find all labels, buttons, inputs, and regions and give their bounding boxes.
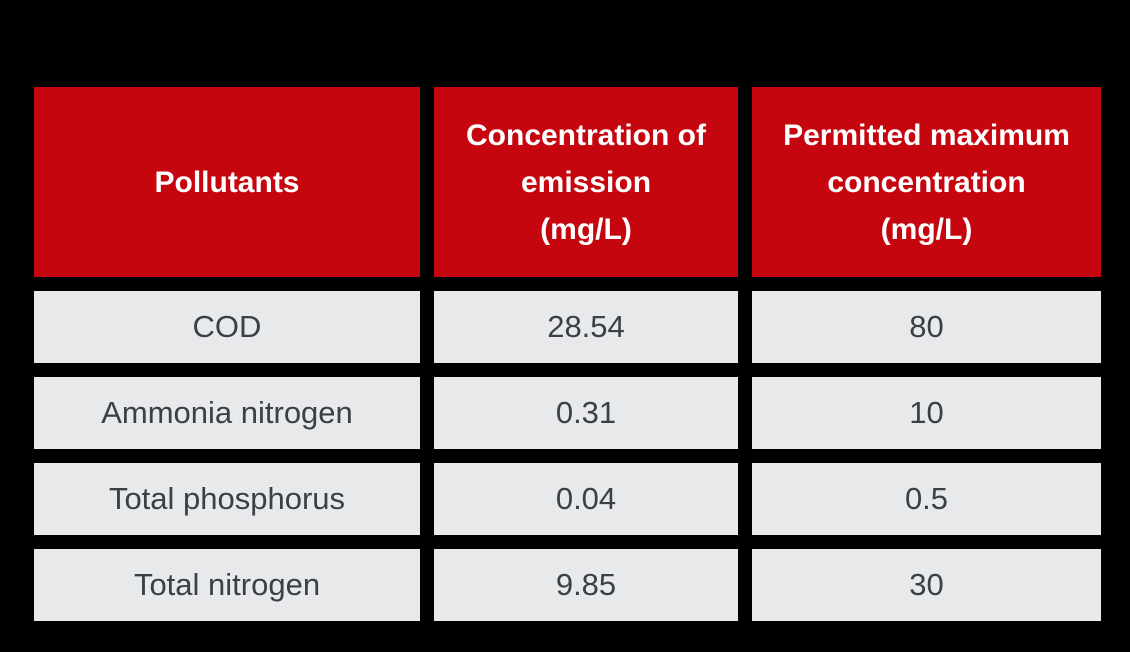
cell-emission: 0.04 — [434, 463, 738, 535]
cell-emission: 9.85 — [434, 549, 738, 621]
cell-max-concentration: 80 — [752, 291, 1101, 363]
table-row: Total nitrogen 9.85 30 — [34, 549, 1101, 621]
header-row: Pollutants Concentration of emission (mg… — [34, 87, 1101, 277]
cell-pollutant: Total phosphorus — [34, 463, 420, 535]
cell-max-concentration: 30 — [752, 549, 1101, 621]
header-cell-permitted-maximum-concentration: Permitted maximum concentration (mg/L) — [752, 87, 1101, 277]
cell-pollutant: COD — [34, 291, 420, 363]
pollutants-table: Pollutants Concentration of emission (mg… — [20, 73, 1115, 635]
cell-max-concentration: 10 — [752, 377, 1101, 449]
header-cell-concentration-of-emission: Concentration of emission (mg/L) — [434, 87, 738, 277]
header-cell-pollutants: Pollutants — [34, 87, 420, 277]
cell-pollutant: Total nitrogen — [34, 549, 420, 621]
cell-pollutant: Ammonia nitrogen — [34, 377, 420, 449]
table-row: Total phosphorus 0.04 0.5 — [34, 463, 1101, 535]
cell-emission: 0.31 — [434, 377, 738, 449]
cell-max-concentration: 0.5 — [752, 463, 1101, 535]
table-row: COD 28.54 80 — [34, 291, 1101, 363]
table-row: Ammonia nitrogen 0.31 10 — [34, 377, 1101, 449]
cell-emission: 28.54 — [434, 291, 738, 363]
